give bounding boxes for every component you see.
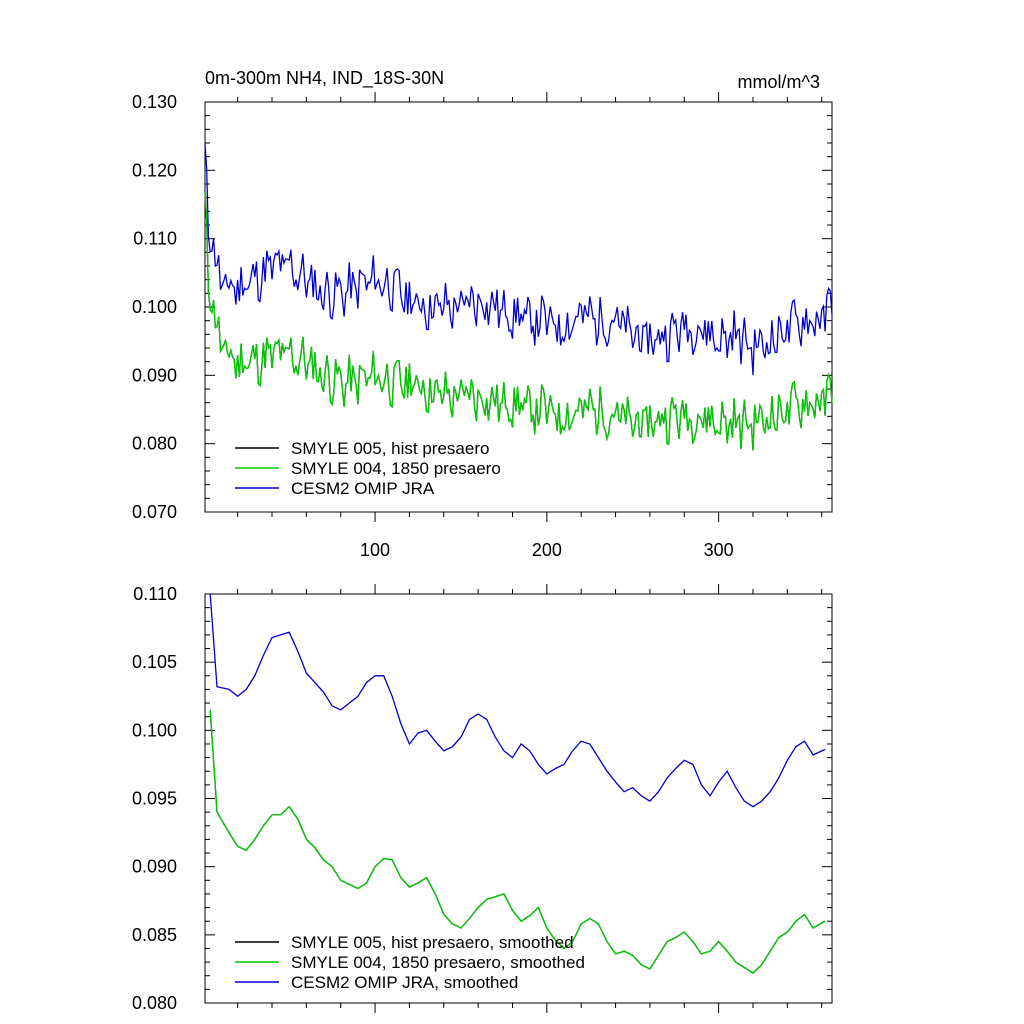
- legend-label: CESM2 OMIP JRA, smoothed: [291, 973, 518, 992]
- y-tick-label: 0.100: [132, 297, 177, 317]
- x-tick-label: 300: [704, 540, 734, 560]
- y-tick-label: 0.100: [132, 720, 177, 740]
- y-tick-label: 0.080: [132, 993, 177, 1013]
- legend-label: SMYLE 005, hist presaero, smoothed: [291, 933, 574, 952]
- y-tick-label: 0.095: [132, 789, 177, 809]
- legend-label: CESM2 OMIP JRA: [291, 479, 435, 498]
- x-tick-label: 100: [360, 540, 390, 560]
- y-tick-label: 0.090: [132, 365, 177, 385]
- y-tick-label: 0.085: [132, 925, 177, 945]
- legend-label: SMYLE 004, 1850 presaero, smoothed: [291, 953, 585, 972]
- y-tick-label: 0.080: [132, 434, 177, 454]
- series-line-1: [209, 709, 826, 974]
- series-line-2: [204, 144, 833, 376]
- units-label: mmol/m^3: [738, 72, 820, 92]
- y-tick-label: 0.110: [133, 229, 177, 249]
- panel-top: 0.070 0.080 0.090 0.100 0.110 0.120 0.130 100 20…: [132, 68, 833, 560]
- y-tick-label: 0.105: [132, 652, 177, 672]
- panel-bottom: 0.080 0.085 0.090 0.095 0.100 0.105 0.110 SMYLE…: [132, 584, 833, 1013]
- y-tick-label: 0.070: [132, 502, 177, 522]
- series-line-1: [204, 191, 833, 451]
- chart-title: 0m-300m NH4, IND_18S-30N: [205, 68, 444, 89]
- y-tick-label: 0.130: [132, 92, 177, 112]
- y-tick-label: 0.120: [132, 160, 177, 180]
- x-tick-label: 200: [532, 540, 562, 560]
- y-tick-label: 0.110: [133, 584, 177, 604]
- legend-label: SMYLE 005, hist presaero: [291, 439, 489, 458]
- series-line-2: [209, 593, 826, 808]
- legend-label: SMYLE 004, 1850 presaero: [291, 459, 501, 478]
- y-tick-label: 0.090: [132, 857, 177, 877]
